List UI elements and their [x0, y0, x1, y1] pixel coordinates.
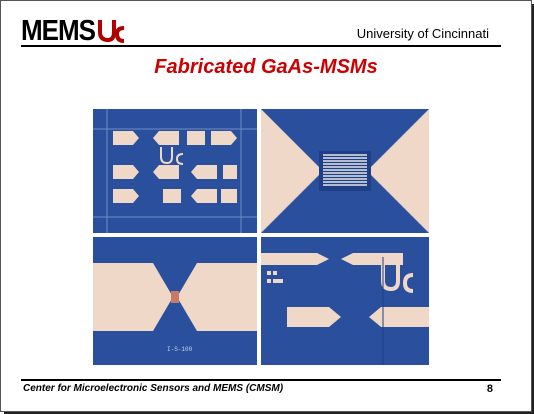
- panel-top-left: [93, 109, 257, 233]
- device-label: I-S-100: [167, 346, 193, 353]
- header-divider: [21, 45, 501, 47]
- footer-center-name: Center for Microelectronic Sensors and M…: [23, 383, 284, 394]
- logo-text: MEMS: [21, 13, 96, 47]
- slide-title: Fabricated GaAs-MSMs: [154, 56, 378, 78]
- panel-bottom-left: I-S-100: [93, 237, 257, 365]
- university-name: University of Cincinnati: [356, 26, 489, 41]
- micrograph-svg: I-S-100: [93, 109, 429, 365]
- page-number: 8: [486, 383, 493, 395]
- panel-bottom-right: [261, 237, 429, 365]
- mems-logo: MEMS: [21, 13, 125, 47]
- uc-logo-icon: [98, 19, 125, 43]
- device-micrograph: I-S-100: [91, 107, 431, 367]
- footer-divider: [21, 379, 501, 381]
- panel-top-right: [261, 109, 429, 233]
